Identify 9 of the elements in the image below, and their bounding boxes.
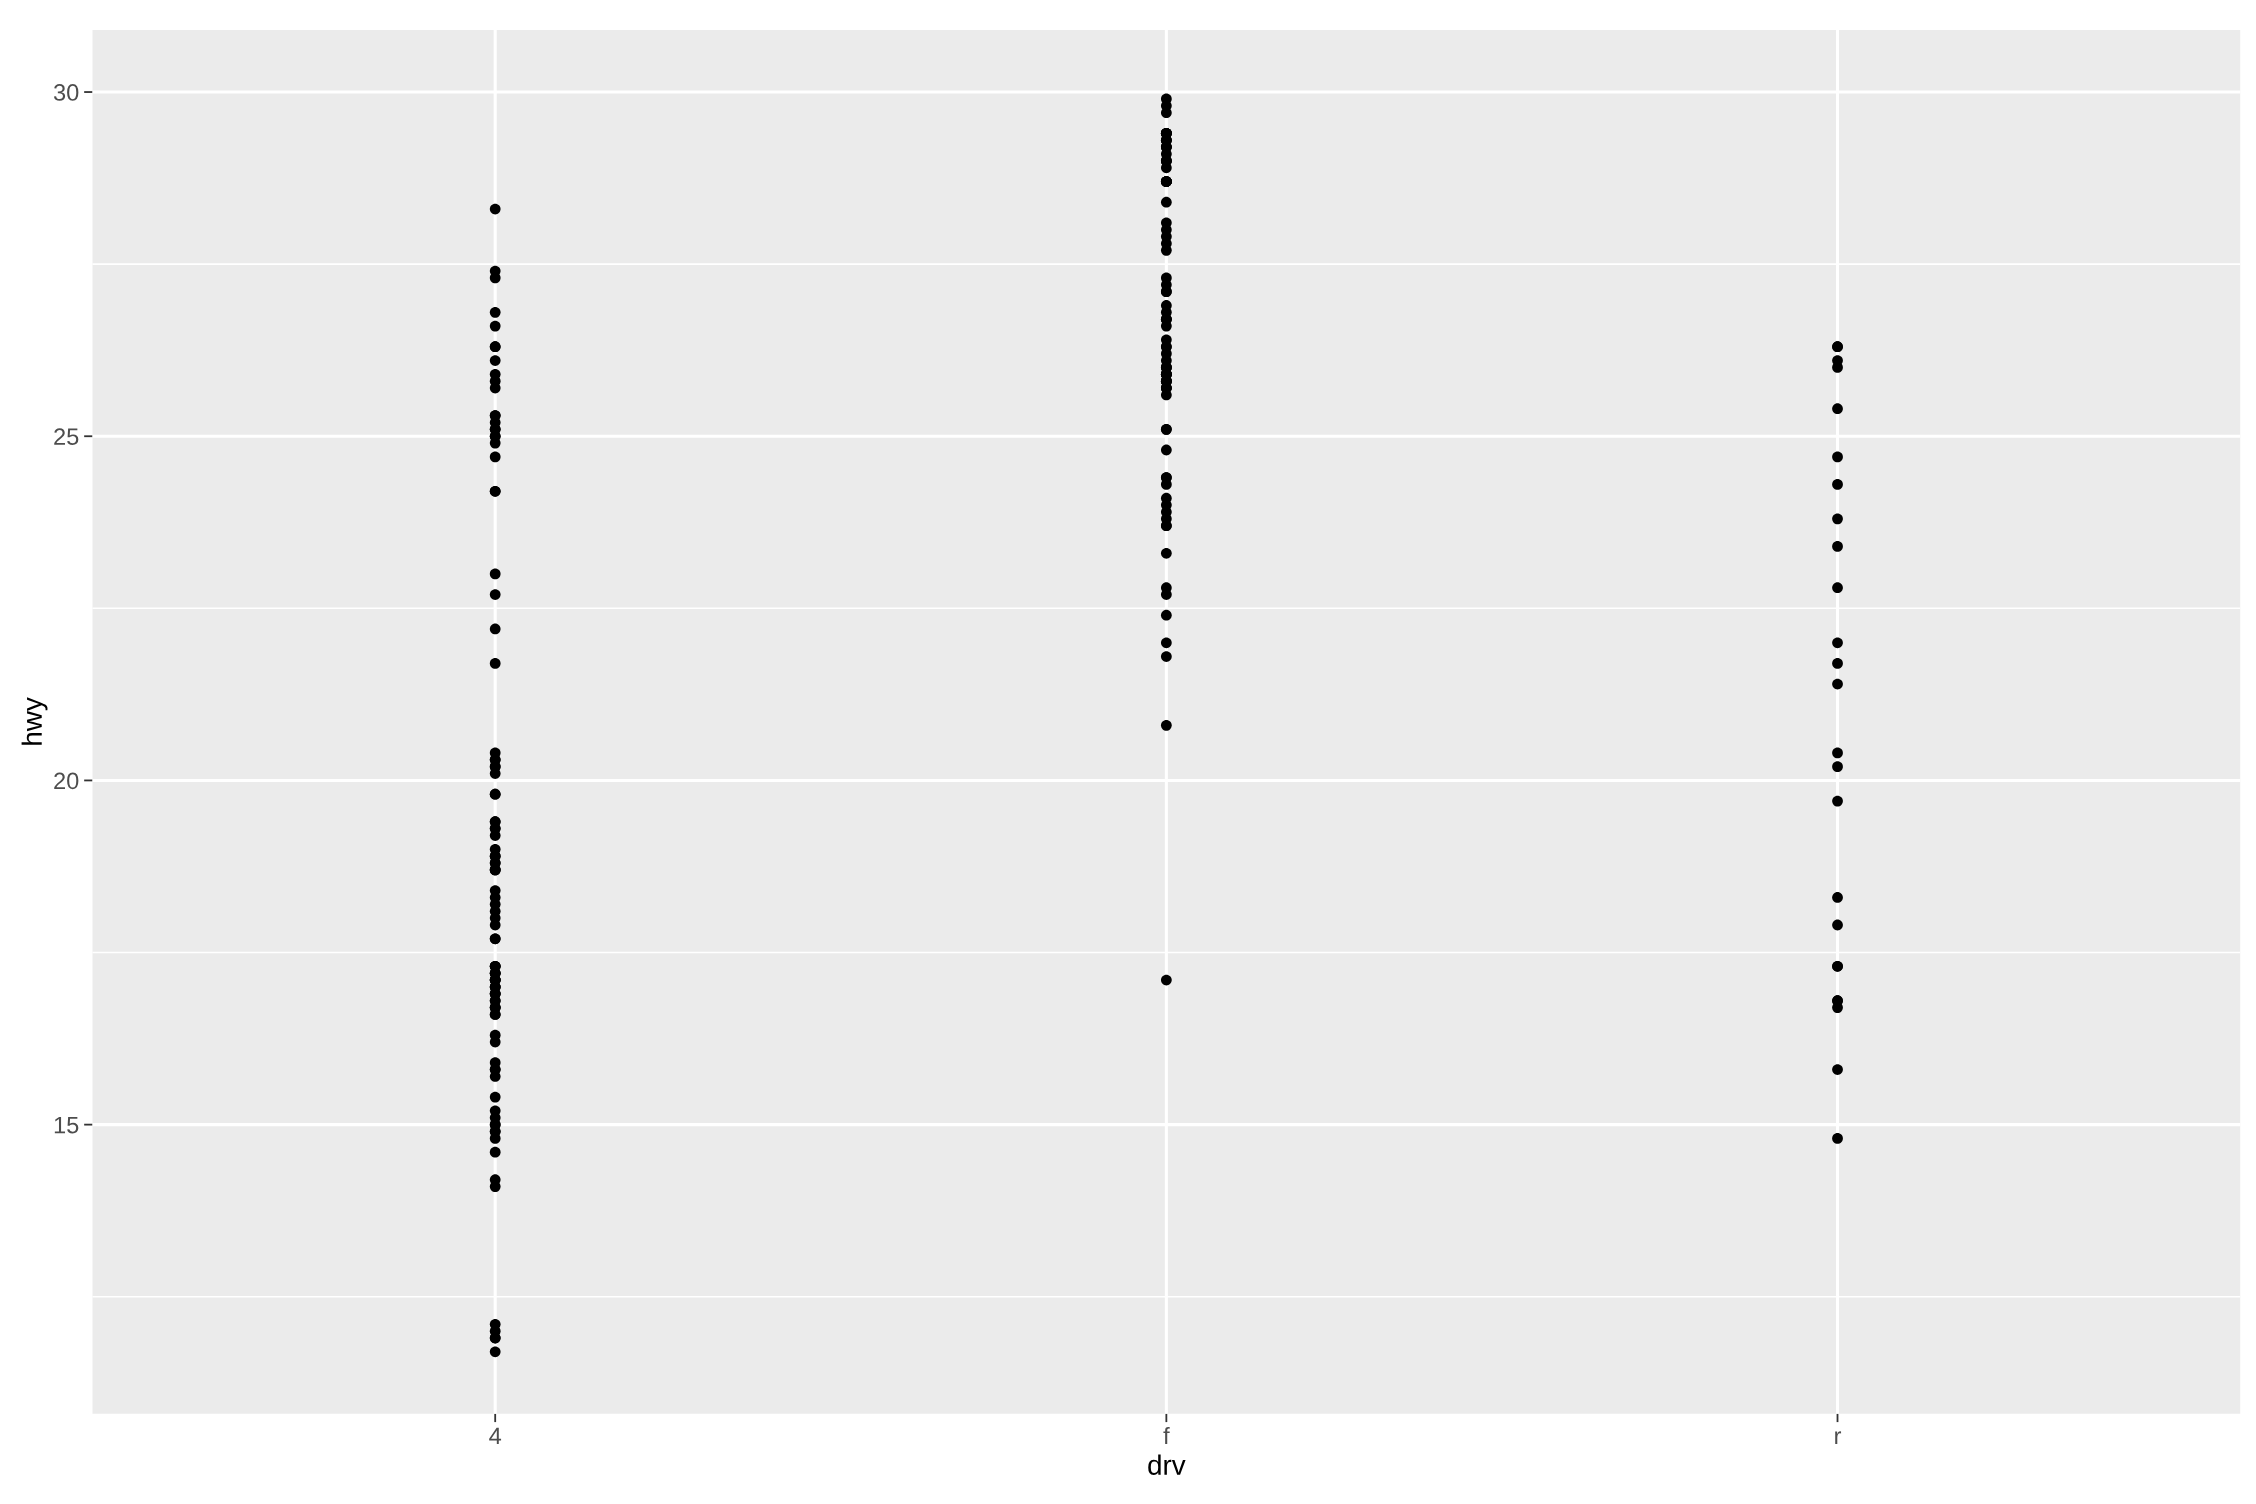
y-tick-label: 30: [53, 84, 79, 101]
x-tick-label: 4: [489, 1427, 502, 1445]
x-axis-title: drv: [1148, 1454, 1186, 1475]
y-tick-label: 15: [54, 1116, 79, 1134]
x-tick-label: r: [1835, 1431, 1842, 1445]
y-axis-title: hwy: [21, 697, 48, 745]
x-tick-label: f: [1163, 1426, 1170, 1445]
y-tick-label: 25: [54, 428, 79, 446]
y-tick-label: 20: [54, 772, 79, 790]
